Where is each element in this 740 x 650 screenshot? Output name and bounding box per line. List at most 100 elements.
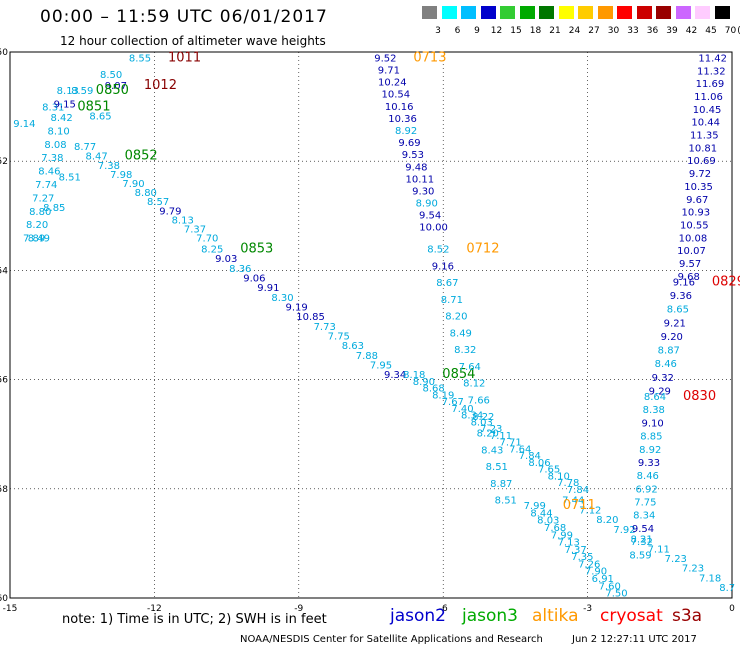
colorbar-label: 27 xyxy=(588,26,600,36)
wave-height-value: 7.84 xyxy=(567,485,589,496)
wave-height-value: 8.57 xyxy=(147,197,169,208)
colorbar-label: 70 xyxy=(724,26,737,36)
colorbar-label: 21 xyxy=(549,26,561,36)
wave-height-value: 10.36 xyxy=(388,114,417,125)
wave-height-value: 8.51 xyxy=(486,462,508,473)
wave-height-value: 8.19 xyxy=(432,390,454,401)
wave-height-value: 9.20 xyxy=(661,332,683,343)
wave-height-value: 7.40 xyxy=(451,404,473,415)
wave-height-value: 7.67 xyxy=(442,397,464,408)
colorbar-label: 12 xyxy=(490,26,503,36)
lon-tick-label: -6 xyxy=(439,604,448,614)
wave-height-value: 8.67 xyxy=(436,278,458,289)
wave-height-value: 10.54 xyxy=(381,90,410,101)
wave-height-value: 9.52 xyxy=(374,54,396,65)
pass-0830: 8.64 8.38 9.10 8.85 8.92 9.33 8.46 6.92 7.75 8.34… xyxy=(629,389,716,561)
footer-note: note: 1) Time is in UTC; 2) SWH is in fe… xyxy=(62,612,327,627)
wave-height-value: 7.74 xyxy=(35,180,57,191)
wave-height-value: 8.92 xyxy=(639,445,661,456)
colorbar-label: 45 xyxy=(705,26,717,36)
wave-height-value: 8.77 xyxy=(74,142,96,153)
credit-text: NOAA/NESDIS Center for Satellite Applica… xyxy=(240,634,543,645)
wave-height-value: 7.66 xyxy=(468,395,490,406)
wave-height-value: 8.90 xyxy=(416,199,438,210)
wave-height-value: 10.45 xyxy=(693,105,722,116)
wave-height-value: 8.80 xyxy=(29,207,51,218)
wave-height-value: 8.34 xyxy=(633,511,655,522)
pass-time-label: 1012 xyxy=(144,78,177,93)
wave-height-value: 7.12 xyxy=(579,505,601,516)
wave-height-value: 10.69 xyxy=(687,156,716,167)
lat-tick-label: -58 xyxy=(0,485,8,495)
colorbar-label: 30 xyxy=(607,26,620,36)
wave-height-value: 9.19 xyxy=(285,303,307,314)
wave-height-value: 9.53 xyxy=(402,150,424,161)
wave-height-value: 8.20 xyxy=(596,515,618,526)
wave-height-value: 8.51 xyxy=(59,173,81,184)
wave-height-value: 8.49 xyxy=(450,328,472,339)
wave-height-value: 8.90 xyxy=(413,377,435,388)
wave-height-value: 8.43 xyxy=(481,446,503,457)
pass-time-label: 0829 xyxy=(712,274,740,289)
wave-height-value: 10.81 xyxy=(688,143,717,154)
wave-height-value: 7.13 xyxy=(558,538,580,549)
colorbar-label: 36 xyxy=(646,26,659,36)
wave-height-value: 6.92 xyxy=(635,484,657,495)
wave-height-value: 9.33 xyxy=(638,458,660,469)
wave-height-value: 10.24 xyxy=(378,78,407,89)
wave-height-value: 8.46 xyxy=(38,167,60,178)
wave-height-value: 8.13 xyxy=(57,86,79,97)
lon-tick-label: -15 xyxy=(3,604,18,614)
wave-height-value: 10.00 xyxy=(419,223,448,234)
wave-height-value: 7.89 xyxy=(23,234,45,245)
wave-height-value: 9.71 xyxy=(378,66,400,77)
lon-tick-label: -12 xyxy=(147,604,162,614)
wave-height-value: 9.36 xyxy=(670,291,692,302)
wave-height-value: 7.37 xyxy=(564,545,586,556)
wave-height-value: 7.73 xyxy=(314,322,336,333)
colorbar-label: 9 xyxy=(474,26,480,36)
wave-height-value: 7.23 xyxy=(665,554,687,565)
wave-height-value: 8.50 xyxy=(100,70,122,81)
wave-height-value: 11.42 xyxy=(698,54,727,65)
wave-height-value: 9.48 xyxy=(405,162,427,173)
colorbar-swatch xyxy=(617,6,632,19)
wave-height-value: 9.91 xyxy=(257,283,279,294)
wave-height-value: 7.78 xyxy=(557,478,579,489)
wave-height-value: 11.32 xyxy=(697,66,726,77)
wave-height-value: 8.65 xyxy=(667,305,689,316)
map-subtitle: 12 hour collection of altimeter wave hei… xyxy=(60,34,326,48)
colorbar-swatch xyxy=(539,6,554,19)
wave-height-value: 9.72 xyxy=(689,169,711,180)
wave-height-value: 10.07 xyxy=(677,246,706,257)
colorbar-swatch xyxy=(578,6,593,19)
wave-height-value: 10.08 xyxy=(679,233,708,244)
wave-height-value: 8.03 xyxy=(471,417,493,428)
wave-height-value: 8.34 xyxy=(461,411,483,422)
colorbar-label: 33 xyxy=(627,26,639,36)
wave-height-value: 7.38 xyxy=(41,153,63,164)
wave-height-value: 8.08 xyxy=(44,140,66,151)
wave-height-value: 9.16 xyxy=(673,277,695,288)
wave-height-value: 7.38 xyxy=(98,161,120,172)
wave-height-value: 7.98 xyxy=(110,170,132,181)
colorbar-swatch xyxy=(422,6,437,19)
wave-height-value: 8.46 xyxy=(655,359,677,370)
wave-height-value: 9.54 xyxy=(632,524,654,535)
lon-tick-label: 0 xyxy=(729,604,735,614)
wave-height-value: 7.11 xyxy=(648,544,670,555)
wave-height-value: 8.92 xyxy=(395,126,417,137)
satellite-legend-jason2: jason2 xyxy=(390,606,446,626)
wave-height-value: 7.65 xyxy=(538,465,560,476)
pass-time-label: 0712 xyxy=(466,242,499,257)
wave-height-value: 8.87 xyxy=(658,346,680,357)
wave-height-value: 8.13 xyxy=(172,215,194,226)
wave-height-value: 8.7 xyxy=(719,583,735,594)
wave-height-value: 9.14 xyxy=(13,119,35,130)
colorbar-swatch xyxy=(656,6,671,19)
wave-height-value: 8.18 xyxy=(403,370,425,381)
wave-height-value: 8.30 xyxy=(271,293,293,304)
wave-height-value: 8.85 xyxy=(43,203,65,214)
colorbar-label: 15 xyxy=(510,26,522,36)
